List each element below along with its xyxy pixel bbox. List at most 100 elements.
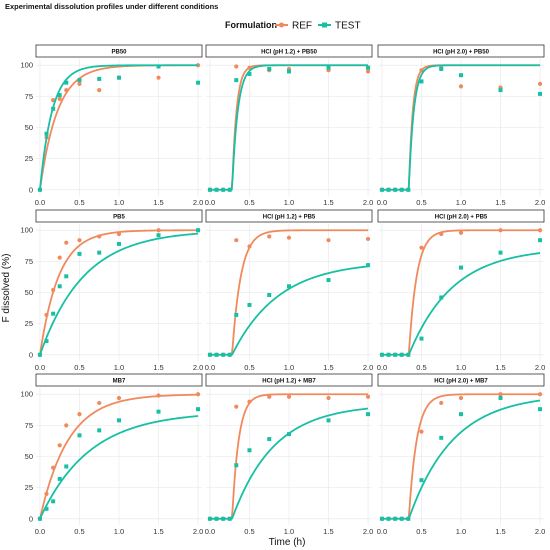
y-axis-label: F dissolved (%) [1, 254, 12, 323]
x-tick-label: 1.5 [153, 198, 163, 207]
point-test [51, 499, 56, 504]
point-test [287, 69, 291, 74]
point-test [399, 187, 404, 192]
x-tick-label: 0.5 [416, 363, 426, 372]
y-tick-label: 0 [29, 185, 33, 194]
x-tick-label: 0.0 [377, 527, 387, 536]
point-ref [64, 240, 69, 245]
point-test [287, 432, 291, 437]
point-test [214, 516, 219, 521]
legend-label-test: TEST [335, 21, 361, 32]
legend-item-ref: REF [275, 21, 312, 32]
fit-line-ref [209, 393, 369, 520]
point-ref [44, 491, 49, 496]
point-test [117, 418, 121, 423]
grid [378, 59, 544, 196]
x-tick-label: 0.0 [377, 198, 387, 207]
point-ref [419, 245, 424, 250]
facet-title: HCl (pH 2.0) + PB50 [433, 50, 490, 56]
grid [378, 388, 544, 525]
x-tick-label: 1.0 [456, 363, 466, 372]
point-ref [97, 400, 102, 406]
point-ref [365, 394, 371, 399]
facet-title: MB7 [113, 379, 126, 385]
point-ref [156, 393, 161, 398]
point-test [386, 516, 391, 521]
point-test [538, 238, 543, 243]
x-tick-label: 2.0 [193, 363, 203, 372]
x-tick-label: 1.5 [153, 363, 163, 372]
point-test [234, 78, 239, 83]
facet-strip [377, 373, 545, 387]
point-test [221, 516, 226, 521]
point-test [37, 187, 42, 192]
facet-panel: HCl (pH 2.0) + PB50 0.0 0.5 1.0 1.5 2.0 [377, 44, 545, 207]
point-test [37, 352, 42, 357]
point-test [267, 292, 272, 297]
point-test [459, 73, 463, 78]
point-test [459, 412, 463, 417]
point-test [399, 352, 404, 357]
point-ref [77, 81, 82, 87]
point-ref [439, 400, 444, 406]
point-test [196, 407, 201, 412]
facet-strip [35, 209, 203, 223]
point-test [379, 187, 384, 192]
point-ref [77, 412, 82, 417]
grid [206, 388, 372, 525]
facet-title: HCl (pH 1.2) + PB5 [263, 215, 316, 221]
point-ref [365, 236, 371, 242]
point-test [51, 106, 56, 111]
grid [206, 224, 372, 361]
point-test [207, 516, 212, 521]
point-test [406, 352, 411, 357]
point-test [419, 336, 424, 341]
point-test [234, 463, 239, 468]
x-tick-label: 0.0 [205, 363, 215, 372]
point-test [393, 187, 398, 192]
point-test [234, 312, 239, 317]
point-ref [458, 84, 464, 89]
point-ref [51, 465, 56, 470]
x-tick-label: 0.5 [244, 527, 254, 536]
facet-panel: HCl (pH 1.2) + MB7 0.0 0.5 1.0 1.5 2.0 [205, 373, 373, 536]
point-ref [195, 392, 201, 397]
point-ref [234, 238, 239, 243]
point-ref [537, 81, 543, 87]
point-test [399, 516, 404, 521]
x-tick-label: 0.5 [74, 527, 84, 536]
point-test [267, 437, 272, 442]
x-tick-label: 2.0 [363, 363, 373, 372]
fit-line-ref [39, 393, 199, 519]
x-tick-label: 1.5 [153, 527, 163, 536]
point-test [459, 265, 463, 270]
x-tick-label: 2.0 [193, 198, 203, 207]
point-test [386, 187, 391, 192]
fit-line-test [39, 415, 199, 520]
point-ref [498, 228, 503, 233]
point-test [77, 251, 82, 256]
point-test [44, 131, 49, 136]
facet-panel: HCl (pH 1.2) + PB50 0.0 0.5 1.0 1.5 2.0 [205, 44, 373, 207]
point-test [44, 339, 49, 344]
point-ref [234, 404, 239, 409]
y-tick-label: 100 [20, 61, 33, 70]
x-tick-label: 0.0 [377, 363, 387, 372]
x-tick-label: 2.0 [363, 198, 373, 207]
legend-item-test: TEST [318, 21, 361, 32]
x-tick-label: 0.5 [244, 198, 254, 207]
point-ref [57, 255, 62, 260]
point-ref [51, 287, 56, 293]
point-ref [365, 69, 371, 74]
point-ref [247, 65, 252, 70]
fit-line-test [209, 64, 369, 191]
point-test [366, 412, 371, 417]
point-ref [419, 68, 424, 73]
point-ref [97, 234, 102, 239]
point-ref [57, 443, 62, 448]
facet-panel: MB7 0.0 0.5 1.0 1.5 2.0 0 25 50 75 100 [20, 373, 203, 536]
point-test [498, 250, 503, 255]
facet-title: PB5 [113, 215, 125, 221]
point-test [247, 71, 252, 76]
